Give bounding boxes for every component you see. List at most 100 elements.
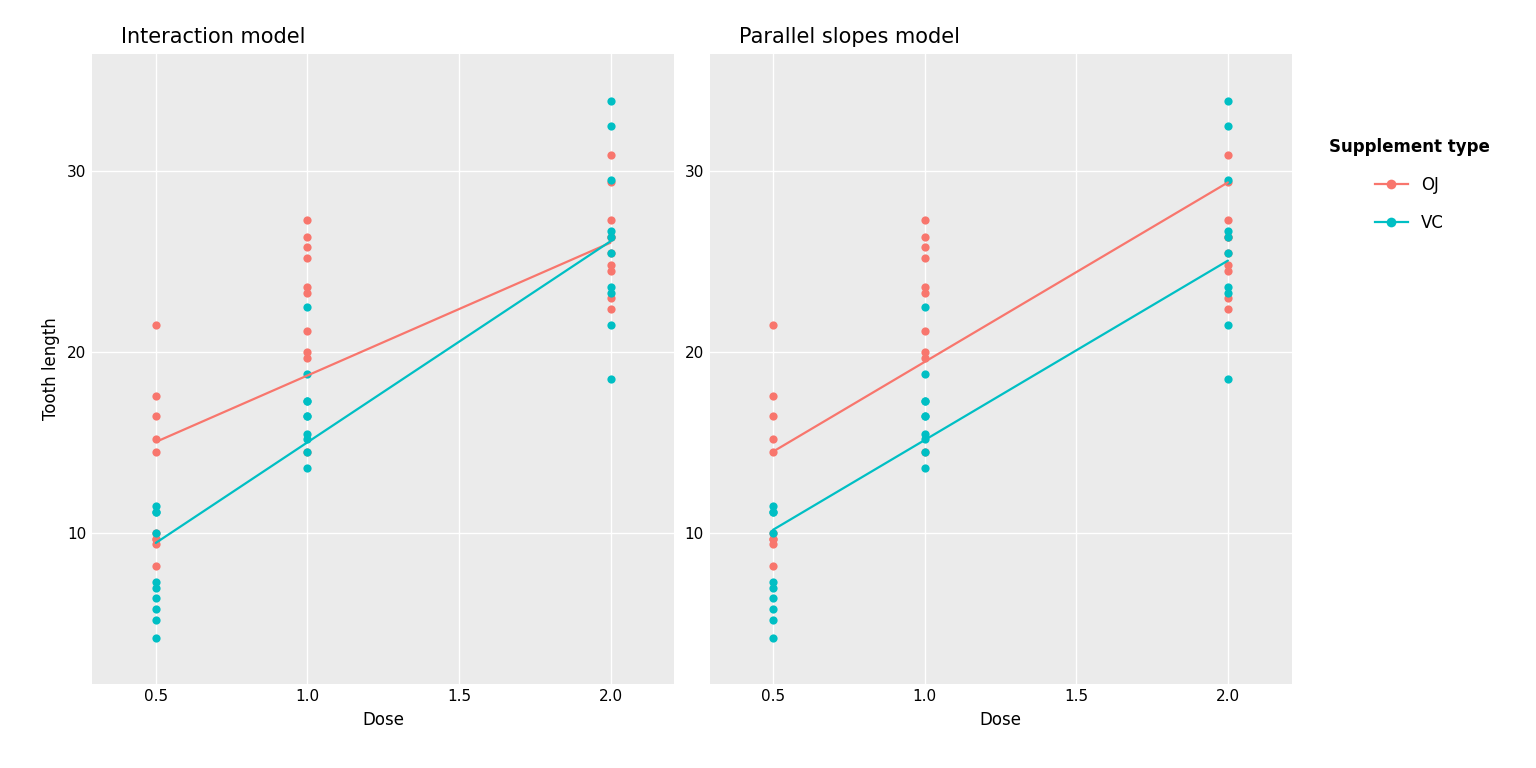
Point xyxy=(1215,230,1240,243)
Point xyxy=(760,505,785,518)
Point xyxy=(760,532,785,545)
Point xyxy=(912,409,937,422)
Point xyxy=(912,281,937,293)
Point xyxy=(295,286,319,299)
Point xyxy=(143,445,167,458)
Point xyxy=(912,252,937,264)
Point xyxy=(295,352,319,364)
Point xyxy=(760,538,785,551)
Point xyxy=(295,395,319,407)
Point xyxy=(1215,319,1240,331)
Point xyxy=(912,301,937,313)
Point xyxy=(760,500,785,512)
Point xyxy=(1215,247,1240,259)
Point xyxy=(912,395,937,407)
Point xyxy=(598,260,622,272)
Point xyxy=(143,527,167,539)
Point xyxy=(912,409,937,422)
Point xyxy=(1215,230,1240,243)
Point xyxy=(295,252,319,264)
Point xyxy=(143,389,167,402)
Point xyxy=(1215,281,1240,293)
Point xyxy=(598,120,622,132)
Point xyxy=(912,462,937,475)
Point xyxy=(598,247,622,259)
Point xyxy=(912,346,937,359)
Point xyxy=(760,581,785,594)
Point xyxy=(295,301,319,313)
Point xyxy=(143,581,167,594)
Point xyxy=(295,281,319,293)
Point xyxy=(143,538,167,551)
Point xyxy=(760,527,785,539)
Point xyxy=(143,433,167,445)
Point xyxy=(598,174,622,187)
Point xyxy=(912,445,937,458)
Point xyxy=(1215,260,1240,272)
Point xyxy=(295,214,319,227)
Point xyxy=(760,560,785,572)
Point xyxy=(598,230,622,243)
Point xyxy=(143,500,167,512)
Point xyxy=(295,462,319,475)
Point xyxy=(1215,373,1240,386)
Point xyxy=(143,576,167,588)
Point xyxy=(295,368,319,380)
Point xyxy=(1215,230,1240,243)
Point xyxy=(912,395,937,407)
Point xyxy=(598,265,622,277)
Point xyxy=(912,433,937,445)
Point xyxy=(295,395,319,407)
Point xyxy=(598,286,622,299)
Point xyxy=(1215,286,1240,299)
Point xyxy=(295,428,319,440)
Point xyxy=(143,505,167,518)
Point xyxy=(143,319,167,331)
Point xyxy=(143,614,167,627)
Point xyxy=(760,527,785,539)
Point xyxy=(760,433,785,445)
Point xyxy=(143,592,167,604)
Point xyxy=(598,292,622,304)
Point xyxy=(760,445,785,458)
Point xyxy=(143,632,167,644)
Point xyxy=(1215,247,1240,259)
Point xyxy=(295,346,319,359)
Point xyxy=(143,409,167,422)
Point xyxy=(912,428,937,440)
Point xyxy=(912,214,937,227)
Point xyxy=(295,445,319,458)
Point xyxy=(598,319,622,331)
Point xyxy=(598,94,622,107)
Point xyxy=(760,409,785,422)
Point xyxy=(912,368,937,380)
Point xyxy=(912,241,937,253)
Point xyxy=(598,373,622,386)
Point xyxy=(912,352,937,364)
Point xyxy=(760,532,785,545)
Point xyxy=(760,614,785,627)
Point xyxy=(143,505,167,518)
Point xyxy=(1215,176,1240,188)
Point xyxy=(598,281,622,293)
Point xyxy=(912,230,937,243)
Point xyxy=(295,433,319,445)
Point xyxy=(295,241,319,253)
Point xyxy=(295,445,319,458)
Text: Interaction model: Interaction model xyxy=(121,27,306,47)
Point xyxy=(295,325,319,337)
Point xyxy=(1215,303,1240,315)
Point xyxy=(760,603,785,615)
Point xyxy=(1215,214,1240,227)
Point xyxy=(760,632,785,644)
Point xyxy=(760,576,785,588)
X-axis label: Dose: Dose xyxy=(362,711,404,729)
Point xyxy=(760,389,785,402)
Legend: OJ, VC: OJ, VC xyxy=(1329,137,1490,232)
Point xyxy=(1215,265,1240,277)
Point xyxy=(143,532,167,545)
Point xyxy=(760,505,785,518)
Point xyxy=(1215,120,1240,132)
Point xyxy=(912,286,937,299)
Point xyxy=(143,603,167,615)
